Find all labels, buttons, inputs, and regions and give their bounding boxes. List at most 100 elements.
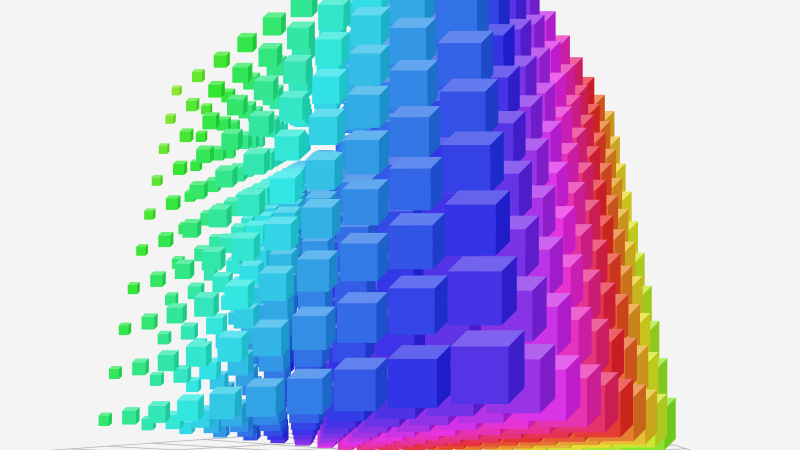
- cube-marker: [388, 213, 445, 270]
- cube-marker: [258, 43, 283, 67]
- cube-marker: [216, 116, 231, 131]
- cube-marker: [122, 407, 140, 425]
- cube-marker: [442, 131, 504, 194]
- cube-marker: [165, 195, 181, 210]
- cube-marker: [217, 330, 249, 362]
- cube-marker: [209, 386, 242, 420]
- cube-marker: [269, 171, 303, 204]
- cube-marker: [318, 0, 351, 31]
- cube-marker: [206, 313, 228, 335]
- cube-marker: [312, 68, 348, 104]
- cube-marker: [174, 259, 195, 280]
- cube-marker: [194, 292, 219, 317]
- cube-marker: [290, 0, 318, 18]
- cube-marker: [179, 128, 194, 143]
- cube-marker: [278, 90, 309, 121]
- grid-line: [106, 445, 187, 450]
- cube-marker: [286, 368, 333, 415]
- cube-marker: [262, 12, 286, 36]
- cube-marker: [286, 21, 315, 50]
- cube-marker: [213, 51, 230, 68]
- cube-marker: [201, 103, 213, 115]
- cube-marker: [296, 250, 339, 292]
- cube-cloud: [98, 0, 676, 450]
- cube-marker: [224, 279, 255, 310]
- cube-marker: [388, 156, 443, 211]
- cube-marker: [98, 412, 112, 427]
- cube-marker: [336, 292, 388, 343]
- cube-marker: [186, 97, 200, 112]
- cube-marker: [196, 145, 214, 164]
- cube-marker: [227, 94, 248, 116]
- cube-marker: [208, 204, 232, 228]
- cube-marker: [189, 180, 208, 200]
- grid-line: [150, 442, 272, 450]
- cube-marker: [202, 112, 220, 130]
- cube-marker: [308, 108, 346, 146]
- cube-marker: [346, 85, 390, 128]
- cube-marker: [186, 341, 212, 367]
- cube-marker: [171, 85, 182, 96]
- cube-marker: [444, 190, 510, 256]
- cube-marker: [151, 174, 163, 186]
- cube-marker: [141, 313, 158, 330]
- cube-marker: [173, 160, 188, 175]
- grid-line: [202, 439, 356, 450]
- cube-marker: [237, 188, 266, 217]
- cube-marker: [350, 6, 390, 46]
- cube-marker: [450, 330, 525, 404]
- cube-marker: [447, 256, 517, 326]
- cube-marker: [301, 198, 341, 239]
- cube-marker: [388, 275, 448, 335]
- cube-marker: [389, 17, 437, 65]
- cube-marker: [389, 106, 441, 157]
- cube-marker: [389, 59, 439, 109]
- cube-marker: [253, 75, 279, 101]
- cube-marker: [165, 113, 176, 124]
- cube-marker: [348, 44, 390, 86]
- cube-marker: [157, 350, 179, 372]
- cube-marker: [243, 148, 270, 175]
- cube-marker: [231, 232, 260, 261]
- cube-marker: [191, 69, 205, 83]
- cube-marker: [158, 232, 174, 248]
- cube-marker: [342, 179, 389, 226]
- cube-marker: [215, 165, 238, 188]
- cube-marker: [232, 62, 253, 83]
- cube-marker: [149, 371, 164, 386]
- cube-marker: [157, 330, 172, 345]
- cube-marker: [221, 128, 243, 151]
- cube-marker: [177, 394, 204, 422]
- cube-marker: [132, 358, 149, 376]
- cube-marker: [252, 319, 290, 357]
- cube-marker: [437, 30, 494, 87]
- cube-marker: [283, 54, 312, 84]
- cube-marker: [292, 306, 336, 350]
- cube-marker: [258, 265, 294, 301]
- cube-marker: [264, 216, 299, 251]
- cube-marker: [333, 357, 388, 412]
- cube-marker: [387, 345, 451, 408]
- cube-marker: [148, 401, 171, 423]
- cube-marker: [108, 366, 122, 379]
- cube-marker: [305, 151, 343, 190]
- cube-marker: [150, 271, 166, 287]
- cube-marker: [389, 0, 435, 24]
- cube-marker: [195, 130, 208, 142]
- cube-marker: [274, 129, 306, 161]
- cube-marker: [180, 322, 198, 340]
- cube-marker: [237, 32, 257, 53]
- cube-marker: [182, 218, 202, 238]
- cube-marker: [245, 378, 285, 417]
- cube-marker: [201, 246, 226, 271]
- cube-marker: [165, 292, 179, 306]
- cube-marker: [344, 130, 389, 175]
- cube-marker: [127, 282, 140, 295]
- cube-marker: [339, 232, 389, 282]
- cube-marker: [248, 110, 275, 137]
- cube-marker: [118, 322, 132, 336]
- cube-marker: [158, 143, 170, 154]
- cube-marker: [439, 78, 499, 138]
- cube-marker: [166, 303, 187, 324]
